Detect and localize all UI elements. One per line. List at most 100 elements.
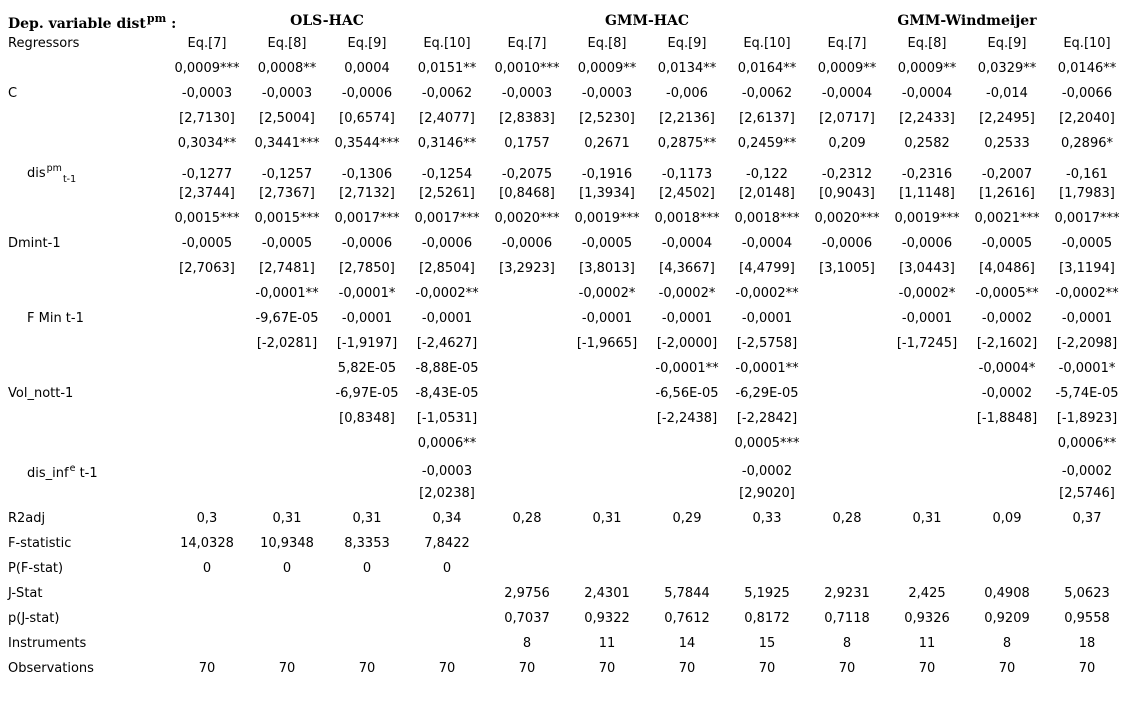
regressor-label-text: Vol_nott-1 [8, 386, 74, 401]
table-row: p(J-stat) 0,7037 0,9322 0,7612 0,8172 0,7118 0… [0, 606, 1127, 631]
coefficient-cell: -0,0005 [581, 236, 633, 251]
eq-column-header: Eq.[8] [587, 36, 627, 51]
dep-variable-colon: : [166, 16, 177, 32]
regressor-label: C [0, 81, 167, 106]
stat-value-cell: 2,425 [908, 586, 946, 601]
stat-value-cell: 70 [1078, 661, 1096, 676]
coefficient-cell: -0,0001** [655, 361, 719, 376]
coefficient-cell: 0,0015*** [174, 211, 240, 226]
coefficient-cell: -0,0001 [901, 311, 953, 326]
coefficient-cell: -0,0002** [1055, 286, 1119, 301]
stat-value-cell: 8 [842, 636, 852, 651]
regressors-heading: Regressors [8, 36, 80, 51]
coefficient-cell: -0,122 [746, 166, 788, 182]
coefficient-cell: 0,0009** [817, 61, 877, 76]
coefficient-cell: [1,3934] [579, 186, 635, 201]
coefficient-cell: [2,6137] [739, 111, 795, 126]
stat-value-cell: 15 [758, 636, 776, 651]
stat-label: p(J-stat) [8, 611, 60, 626]
coefficient-cell: [-1,0531] [416, 411, 478, 426]
stat-label: Observations [8, 661, 94, 676]
coefficient-cell: -0,0006 [821, 236, 873, 251]
coefficient-cell: 0,0004 [344, 61, 390, 76]
eq-column-header: Eq.[10] [423, 36, 471, 51]
regressor-label-superscript: e [69, 463, 76, 474]
coefficient-cell: 0,2533 [984, 136, 1030, 151]
coefficient-cell: [4,0486] [979, 261, 1035, 276]
coefficient-cell: 5,82E-05 [337, 361, 397, 376]
coefficient-cell: 0,0009*** [174, 61, 240, 76]
coefficient-cell: [-1,9197] [336, 336, 398, 351]
coefficient-cell: -0,0002 [741, 463, 793, 479]
coefficient-cell: -6,56E-05 [655, 386, 719, 401]
stat-value-cell: 70 [198, 661, 216, 676]
coefficient-cell: -0,0003 [581, 86, 633, 101]
group-header-gmm-hac: GMM-HAC [605, 13, 689, 29]
stat-value-cell: 8,3353 [344, 536, 390, 551]
coefficient-cell: [2,7481] [259, 261, 315, 276]
eq-column-header: Eq.[10] [743, 36, 791, 51]
table-body: 0,0009*** 0,0008** 0,0004 0,0151** 0,0010***… [0, 56, 1127, 681]
stat-value-cell: 70 [278, 661, 296, 676]
coefficient-cell: [-2,1602] [976, 336, 1038, 351]
table-row: dispmt-1 -0,1277 -0,1257 -0,1306 -0,1254 -0,2… [0, 156, 1127, 185]
coefficient-cell: [2,7850] [339, 261, 395, 276]
coefficient-cell: 0,0009** [577, 61, 637, 76]
coefficient-cell: -0,1254 [421, 166, 473, 182]
coefficient-cell: -0,2007 [981, 166, 1033, 182]
coefficient-cell: -8,88E-05 [415, 361, 479, 376]
coefficient-cell: 0,2582 [904, 136, 950, 151]
coefficient-cell: 0,0006** [1057, 436, 1117, 451]
coefficient-cell: -0,0006 [341, 236, 393, 251]
regressor-label-text: dis_inf [27, 466, 69, 481]
stat-value-cell: 70 [758, 661, 776, 676]
coefficient-cell: 0,2875** [657, 136, 717, 151]
coefficient-cell: [2,0238] [419, 486, 475, 501]
stat-value-cell: 0,31 [592, 511, 622, 526]
stat-value-cell: 0,34 [432, 511, 462, 526]
table-row: [0,8348] [-1,0531] [-2,2438] [-2,2842] [-1,8… [0, 406, 1127, 431]
coefficient-cell: [-2,0281] [256, 336, 318, 351]
regressor-label-subscript: t-1 [62, 174, 77, 185]
table-row: F Min t-1 -9,67E-05 -0,0001 -0,0001 -0,0001 -… [0, 306, 1127, 331]
coefficient-cell: 0,0151** [417, 61, 477, 76]
table-row: [2,7063] [2,7481] [2,7850] [2,8504] [3,2923]… [0, 256, 1127, 281]
stat-value-cell: 0,33 [752, 511, 782, 526]
coefficient-cell: -0,0004 [901, 86, 953, 101]
coefficient-cell: 0,1757 [504, 136, 550, 151]
coefficient-cell: -0,0005 [1061, 236, 1113, 251]
stat-value-cell: 0,9326 [904, 611, 950, 626]
stat-value-cell: 11 [598, 636, 616, 651]
stat-value-cell: 2,4301 [584, 586, 630, 601]
coefficient-cell: -0,0002** [735, 286, 799, 301]
stat-value-cell: 0,7612 [664, 611, 710, 626]
coefficient-cell: [-2,4627] [416, 336, 478, 351]
coefficient-cell: [2,2040] [1059, 111, 1115, 126]
table-row: 0,3034** 0,3441*** 0,3544*** 0,3146** 0,1757… [0, 131, 1127, 156]
coefficient-cell: [3,1005] [819, 261, 875, 276]
stat-value-cell: 0,37 [1072, 511, 1102, 526]
coefficient-cell: -0,0005** [975, 286, 1039, 301]
stat-value-cell: 0 [282, 561, 292, 576]
group-header-ols-hac: OLS-HAC [290, 13, 364, 29]
coefficient-cell: -0,0006 [341, 86, 393, 101]
coefficient-cell: 0,0164** [737, 61, 797, 76]
coefficient-cell: -0,0005 [981, 236, 1033, 251]
stat-value-cell: 8 [1002, 636, 1012, 651]
coefficient-cell: [2,4077] [419, 111, 475, 126]
coefficient-cell: [2,7132] [339, 186, 395, 201]
coefficient-cell: [2,5230] [579, 111, 635, 126]
stat-value-cell: 0,9322 [584, 611, 630, 626]
stat-label: P(F-stat) [8, 561, 64, 576]
stat-value-cell: 2,9231 [824, 586, 870, 601]
coefficient-cell: 0,0019*** [574, 211, 640, 226]
coefficient-cell: 0,2896* [1061, 136, 1113, 151]
coefficient-cell: -5,74E-05 [1055, 386, 1119, 401]
stat-value-cell: 70 [918, 661, 936, 676]
coefficient-cell: [2,7063] [179, 261, 235, 276]
coefficient-cell: -0,0006 [421, 236, 473, 251]
regressor-label-text: Dmint-1 [8, 236, 61, 251]
stat-label: R2adj [8, 511, 46, 526]
stat-value-cell: 14 [678, 636, 696, 651]
coefficient-cell: -0,006 [666, 86, 708, 101]
